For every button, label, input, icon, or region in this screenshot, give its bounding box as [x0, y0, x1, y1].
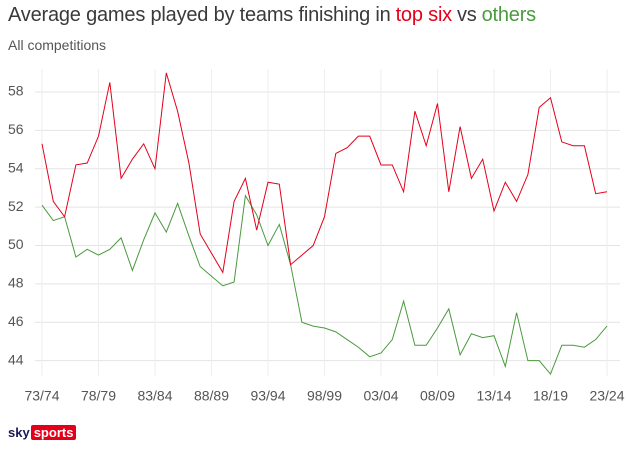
subtitle: All competitions [8, 37, 107, 53]
x-tick-label: 03/04 [363, 388, 398, 404]
x-tick-label: 88/89 [194, 388, 229, 404]
y-tick-label: 50 [8, 236, 24, 252]
x-tick-label: 08/09 [420, 388, 455, 404]
logo-sky: sky [8, 425, 30, 440]
y-tick-label: 52 [8, 198, 24, 214]
x-tick-label: 93/94 [250, 388, 285, 404]
title-text: vs [456, 4, 477, 26]
x-tick-label: 13/14 [476, 388, 511, 404]
logo-sports: sports [30, 425, 77, 440]
title-text: Average games played by teams finishing … [8, 4, 391, 26]
y-tick-label: 56 [8, 121, 24, 137]
line-series [41, 72, 608, 274]
x-tick-label: 73/74 [24, 388, 59, 404]
x-tick-label: 83/84 [137, 388, 172, 404]
line-series [41, 194, 608, 376]
x-tick-label: 78/79 [81, 388, 116, 404]
y-tick-label: 44 [8, 351, 24, 367]
y-tick-label: 58 [8, 83, 24, 99]
x-tick-label: 23/24 [589, 388, 624, 404]
y-tick-label: 54 [8, 159, 24, 175]
y-tick-label: 48 [8, 275, 24, 291]
legend-entry: others [481, 4, 537, 26]
x-tick-label: 98/99 [307, 388, 342, 404]
legend-entry: top six [395, 4, 453, 26]
chart: 44 46 48 50 52 54 56 58 73/74 78/79 83/84 88/89 93/9… [8, 69, 625, 404]
logo: sky sports [8, 425, 77, 440]
x-tick-label: 18/19 [533, 388, 568, 404]
y-tick-label: 46 [8, 313, 24, 329]
chart-title: Average games played by teams finishing … [8, 4, 541, 27]
